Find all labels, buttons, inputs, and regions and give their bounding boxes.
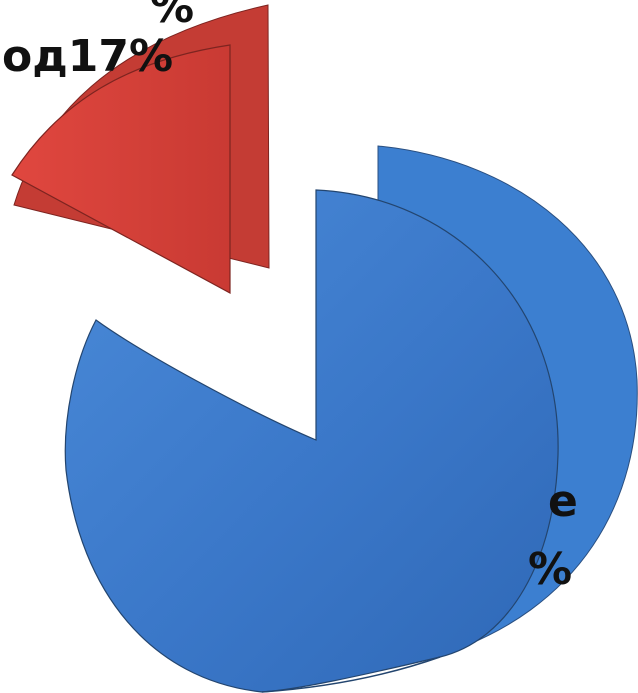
slice-label-large-fragment-2: % xyxy=(528,544,572,595)
pie-slice-large-rim xyxy=(261,656,441,693)
slice-label-small: од17% xyxy=(2,31,173,82)
pie-slice-large xyxy=(64,189,559,693)
slice-label-large-fragment-1: е xyxy=(548,476,578,527)
pie-slice-small xyxy=(11,44,231,295)
slice-label-small-fragment: % xyxy=(150,0,194,33)
